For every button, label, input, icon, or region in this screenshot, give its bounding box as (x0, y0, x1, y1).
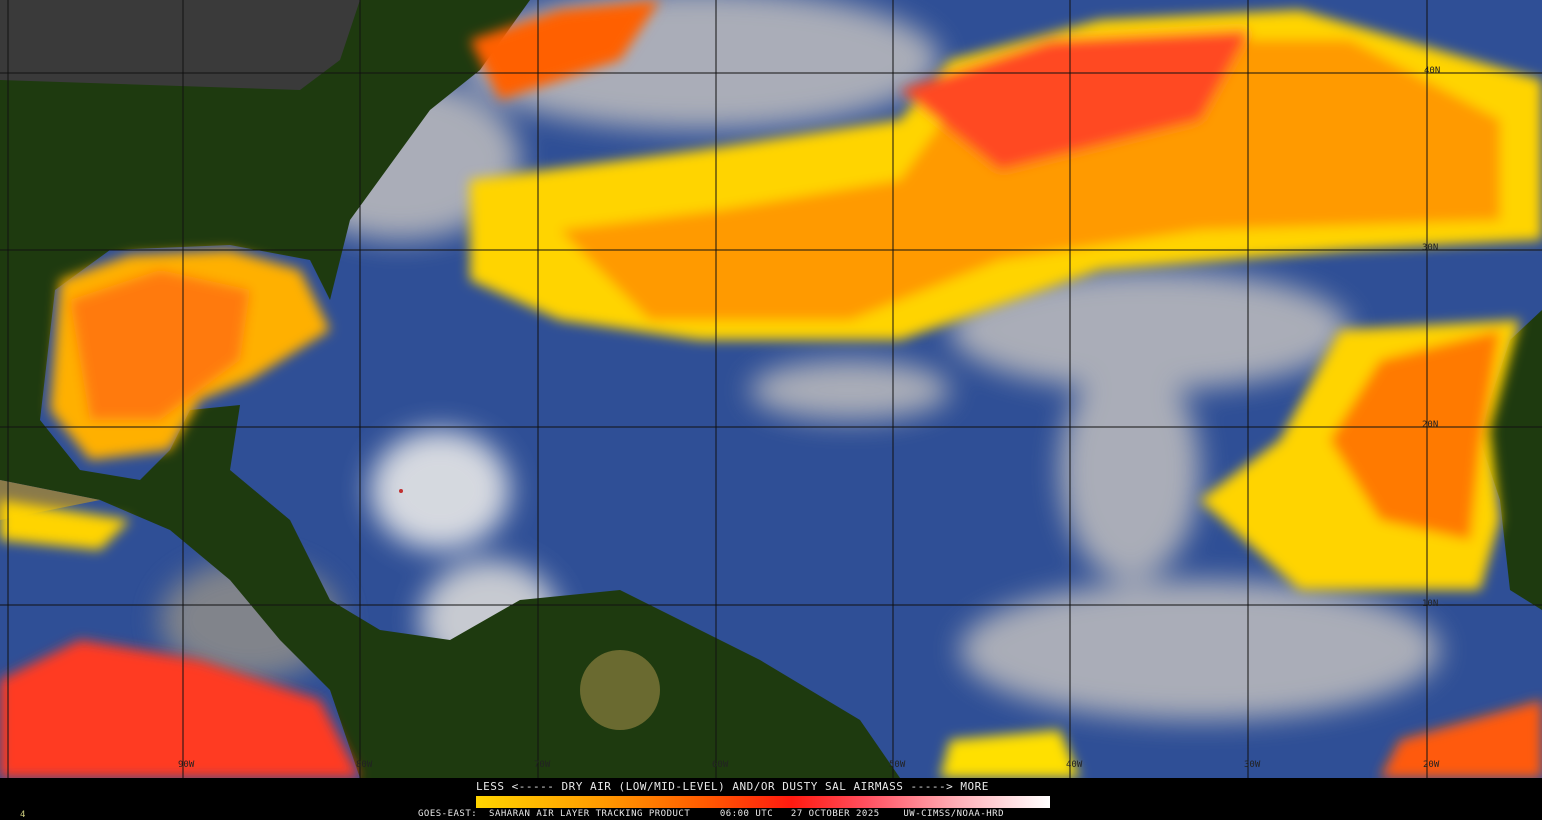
lon-label-30w: 30W (1244, 760, 1261, 770)
frame-number: 4 (20, 810, 26, 820)
product-info: GOES-EAST: SAHARAN AIR LAYER TRACKING PR… (418, 809, 1004, 819)
product-name: SAHARAN AIR LAYER TRACKING PRODUCT (489, 809, 691, 819)
satellite-name: GOES-EAST: (418, 809, 478, 819)
lon-label-50w: 50W (889, 760, 906, 770)
hurricane-eye (399, 489, 403, 493)
date: 27 OCTOBER 2025 (790, 809, 880, 819)
lat-label-10n: 10N (1422, 599, 1439, 609)
graticule (0, 0, 1542, 778)
legend-colorbar (476, 796, 1050, 808)
lon-label-70w: 70W (534, 760, 551, 770)
satellite-map (0, 0, 1542, 778)
legend-title: LESS <----- DRY AIR (LOW/MID-LEVEL) AND/… (476, 780, 989, 793)
time: 06:00 UTC (719, 809, 774, 819)
credit: UW-CIMSS/NOAA-HRD (903, 809, 1004, 819)
lon-label-90w: 90W (178, 760, 195, 770)
lon-label-20w: 20W (1423, 760, 1440, 770)
lat-label-30n: 30N (1422, 243, 1439, 253)
lon-label-40w: 40W (1066, 760, 1083, 770)
lon-label-60w: 60W (712, 760, 729, 770)
lat-label-20n: 20N (1422, 420, 1439, 430)
lat-label-40n: 40N (1424, 66, 1441, 76)
footer-bar: LESS <----- DRY AIR (LOW/MID-LEVEL) AND/… (0, 778, 1542, 820)
lon-label-80w: 80W (356, 760, 373, 770)
